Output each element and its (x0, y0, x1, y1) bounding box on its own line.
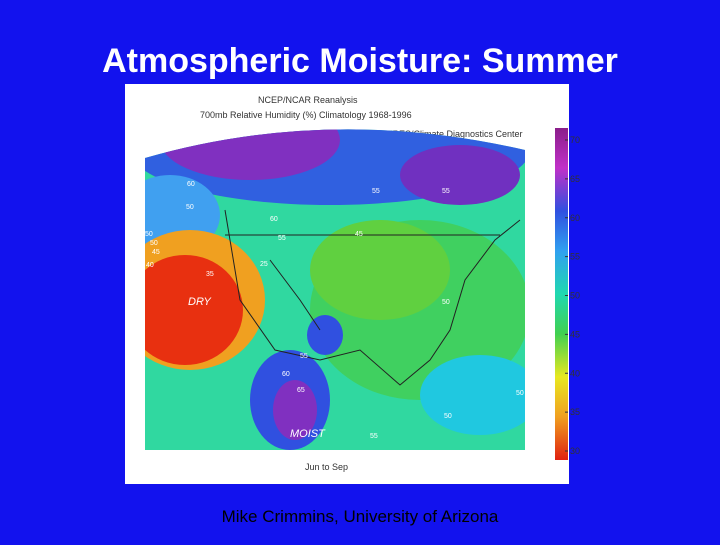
contour-label: 60 (270, 216, 278, 223)
slide-title: Atmospheric Moisture: Summer (102, 42, 618, 80)
contour-label: 60 (187, 181, 195, 188)
colorbar-label: 35 (570, 407, 580, 417)
contour-label: 40 (146, 262, 154, 269)
colorbar-label: 50 (570, 291, 580, 301)
contour-label: 35 (206, 271, 214, 278)
colorbar-label: 30 (570, 446, 580, 456)
colorbar (555, 128, 568, 460)
contour-label: 50 (442, 299, 450, 306)
contour-label: 50 (145, 231, 153, 238)
contour-label: 50 (186, 204, 194, 211)
contour-label: 60 (282, 371, 290, 378)
contour-label: 55 (300, 353, 308, 360)
colorbar-label: 65 (570, 174, 580, 184)
contour-label: 55 (370, 433, 378, 440)
credit: Mike Crimmins, University of Arizona (222, 507, 499, 526)
colorbar-label: 55 (570, 252, 580, 262)
map-borders (224, 209, 521, 386)
contour-label: 50 (444, 413, 452, 420)
colorbar-label: 45 (570, 329, 580, 339)
moist-label: MOIST (290, 428, 326, 440)
contour-label: 55 (372, 188, 380, 195)
contour-label: 50 (516, 390, 524, 397)
dry-label: DRY (188, 296, 211, 308)
contour-label: 25 (260, 261, 268, 268)
contour-label: 45 (152, 249, 160, 256)
colorbar-label: 60 (570, 213, 580, 223)
contour-label: 65 (297, 387, 305, 394)
map-header: 700mb Relative Humidity (%) Climatology … (200, 110, 412, 120)
contour-label: 45 (355, 231, 363, 238)
colorbar-label: 70 (570, 135, 580, 145)
contour-label: 50 (150, 240, 158, 247)
colorbar-label: 40 (570, 368, 580, 378)
map-header: NCEP/NCAR Reanalysis (258, 95, 358, 105)
map-field (145, 129, 525, 450)
contour-label: 55 (442, 188, 450, 195)
map-source: NOAA-CIRES/Climate Diagnostics Center (355, 129, 523, 139)
contour-label: 55 (278, 235, 286, 242)
period-label: Jun to Sep (305, 462, 348, 472)
